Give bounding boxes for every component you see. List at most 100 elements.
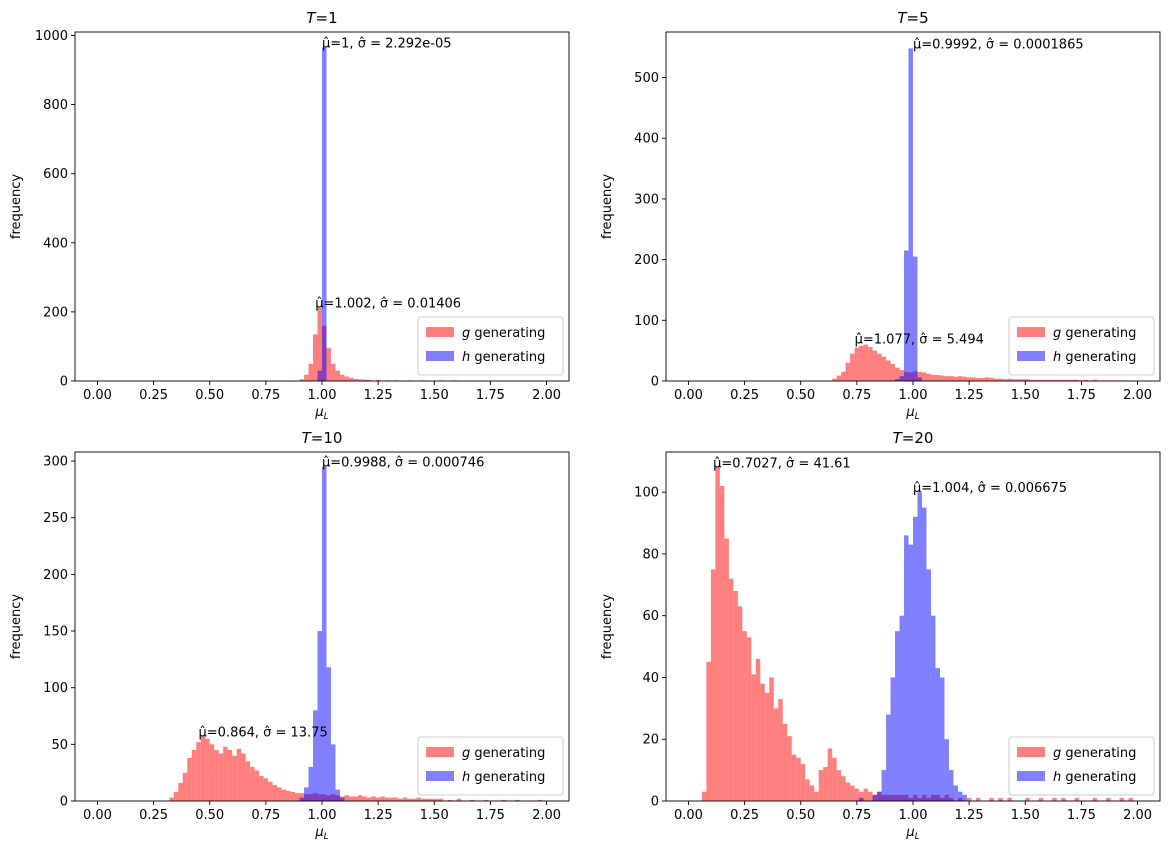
histogram-bar (782, 723, 788, 801)
y-tick-label: 0 (651, 795, 659, 810)
histogram-bar (348, 796, 354, 801)
histogram-bar (746, 637, 752, 801)
histogram-bar (1092, 379, 1098, 381)
histogram-bar (975, 797, 981, 801)
histogram-bar (375, 379, 381, 381)
subplot-title: T=20 (893, 429, 934, 447)
subplot-title: T=1 (306, 9, 337, 27)
h-generating-series (299, 466, 345, 801)
histogram-bar (921, 507, 927, 801)
histogram-bar (191, 750, 197, 801)
histogram-bar (868, 791, 873, 801)
histogram-bar (398, 798, 403, 801)
histogram-bar (890, 364, 896, 381)
histogram-bar (998, 797, 1003, 801)
histogram-bar (1043, 379, 1048, 381)
annotation-label: μ̂=1.004, σ̂ = 0.006675 (913, 481, 1067, 496)
y-tick-label: 100 (634, 486, 659, 501)
histogram-bar (470, 799, 475, 801)
histogram-bar (935, 374, 940, 381)
x-tick-label: 2.00 (532, 808, 561, 823)
histogram-bar (854, 347, 860, 381)
histogram-bar (993, 378, 999, 381)
y-tick-label: 400 (43, 236, 68, 251)
histogram-bar (411, 798, 417, 801)
histogram-bar (402, 797, 408, 801)
x-tick-label: 1.25 (955, 808, 984, 823)
histogram-bar (948, 770, 954, 801)
histogram-bar (989, 377, 994, 381)
histogram-bar (899, 615, 905, 801)
x-tick-label: 0.75 (842, 808, 871, 823)
histogram-bar (899, 376, 905, 381)
histogram-bar (854, 788, 860, 801)
y-tick-label: 0 (60, 795, 68, 810)
histogram-bar (886, 714, 891, 801)
histogram-bar (218, 753, 224, 801)
histogram-bar (841, 776, 846, 801)
histogram-bar (456, 798, 462, 801)
legend-label-h: h generating (462, 770, 545, 785)
histogram-bar (823, 767, 828, 801)
legend-swatch-h (426, 771, 454, 781)
histogram-bar (366, 379, 372, 381)
x-tick-label: 1.00 (899, 388, 928, 403)
histogram-bar (904, 250, 909, 381)
histogram-bar (1007, 378, 1012, 381)
legend-frame (1008, 316, 1155, 376)
histogram-bar (859, 345, 864, 381)
histogram-bar (335, 789, 340, 801)
histogram-bar (313, 334, 318, 381)
x-tick-label: 1.50 (1011, 808, 1040, 823)
x-tick-label: 1.50 (420, 808, 449, 823)
y-tick-label: 400 (634, 132, 659, 147)
histogram-bar (845, 362, 851, 381)
x-axis-label: μL (314, 825, 328, 842)
histogram-bar (939, 375, 945, 381)
histogram-bar (277, 787, 282, 801)
histogram-bar (1052, 379, 1057, 381)
histogram-bar (308, 767, 314, 801)
x-tick-label: 2.00 (532, 388, 561, 403)
histogram-bar (868, 347, 873, 381)
histogram-bar (957, 791, 963, 801)
histogram-bar (227, 750, 233, 801)
x-tick-label: 0.75 (251, 388, 280, 403)
histogram-bar (438, 798, 444, 801)
histogram-bar (859, 791, 864, 801)
legend-label-g: g generating (462, 746, 545, 761)
legend-label-g: g generating (1053, 746, 1136, 761)
histogram-bar (1056, 379, 1062, 381)
x-tick-label: 0.00 (674, 388, 703, 403)
x-tick-label: 0.25 (139, 388, 168, 403)
y-tick-label: 0 (651, 375, 659, 390)
histogram-bar (1061, 797, 1066, 801)
y-tick-label: 300 (43, 455, 68, 470)
histogram-bar (330, 744, 336, 801)
histogram-bar (223, 746, 228, 801)
histogram-bar (1047, 379, 1053, 381)
histogram-bar (1029, 379, 1035, 381)
y-tick-label: 600 (43, 167, 68, 182)
legend-label-g: g generating (1053, 326, 1136, 341)
x-tick-label: 1.50 (420, 388, 449, 403)
histogram-bar (205, 738, 210, 801)
histogram-bar (998, 378, 1003, 381)
histogram-bar (733, 590, 738, 801)
histogram-bar (353, 796, 358, 801)
x-tick-label: 1.50 (1011, 388, 1040, 403)
histogram-bar (1007, 797, 1012, 801)
legend-swatch-g (1017, 747, 1045, 757)
annotation-label: μ̂=1.077, σ̂ = 5.494 (855, 332, 984, 347)
x-tick-label: 0.00 (83, 388, 112, 403)
histogram-bar (326, 667, 331, 801)
y-axis-label: frequency (600, 174, 615, 240)
histogram-bar (357, 379, 363, 381)
histogram-bar (299, 379, 305, 381)
subplot-1: 0.00 0.25 0.50 0.75 1.00 1.25 1.50 1.75 2.00 0 200… (9, 9, 570, 422)
legend-swatch-g (1017, 327, 1045, 337)
histogram-bar (196, 742, 201, 801)
histogram-bar (778, 699, 783, 801)
y-tick-label: 40 (642, 671, 659, 686)
histogram-bar (917, 371, 922, 381)
